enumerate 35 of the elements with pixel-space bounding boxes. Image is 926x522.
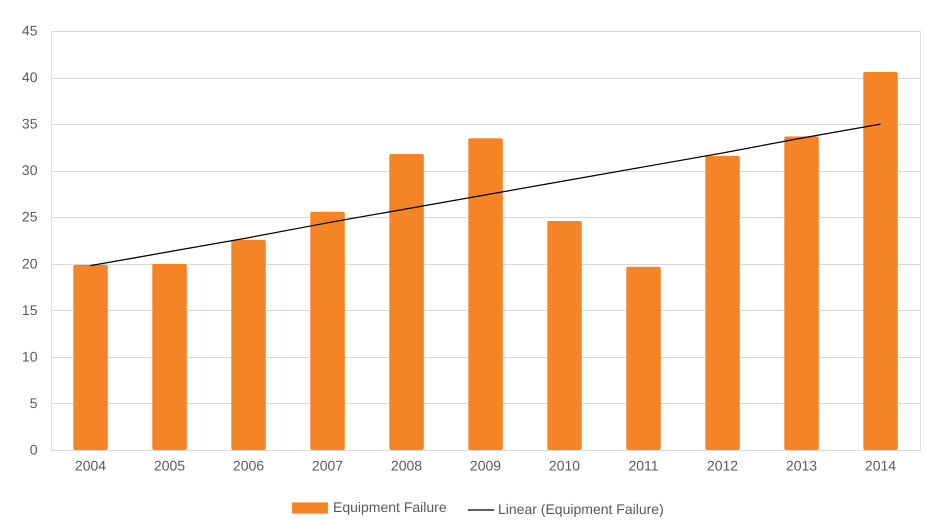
bar — [73, 264, 108, 450]
x-tick-label: 2009 — [470, 458, 502, 474]
bar — [310, 212, 345, 450]
bar — [784, 136, 819, 450]
y-tick-label: 5 — [30, 394, 38, 411]
y-tick-label: 40 — [22, 69, 38, 86]
legend-label: Equipment Failure — [333, 499, 447, 515]
y-tick-label: 45 — [22, 22, 38, 38]
x-tick-label: 2004 — [74, 458, 106, 474]
y-tick-label: 0 — [30, 442, 38, 458]
x-tick-label: 2008 — [390, 458, 422, 474]
x-tick-label: 2013 — [786, 458, 818, 474]
bar — [231, 240, 266, 450]
x-tick-label: 2005 — [154, 458, 186, 474]
x-tick-label: 2010 — [548, 458, 580, 474]
bar — [152, 264, 187, 450]
bar — [468, 138, 503, 450]
x-tick-label: 2014 — [864, 458, 896, 474]
bar — [389, 154, 424, 450]
bar — [863, 72, 898, 450]
x-tick-label: 2007 — [312, 458, 344, 474]
legend-label: Linear (Equipment Failure) — [498, 501, 664, 517]
x-tick-label: 2011 — [628, 458, 659, 474]
bar — [626, 266, 661, 450]
y-tick-label: 35 — [22, 116, 38, 132]
line-series — [90, 123, 882, 266]
y-tick-label: 30 — [22, 162, 38, 178]
x-tick-label: 2012 — [706, 458, 738, 474]
y-tick-label: 20 — [22, 255, 38, 272]
y-tick-label: 15 — [22, 302, 38, 318]
x-tick-label: 2006 — [232, 458, 264, 474]
y-tick-label: 25 — [22, 208, 38, 225]
y-tick-label: 10 — [22, 348, 38, 364]
bar — [547, 220, 582, 450]
bar — [705, 156, 740, 450]
